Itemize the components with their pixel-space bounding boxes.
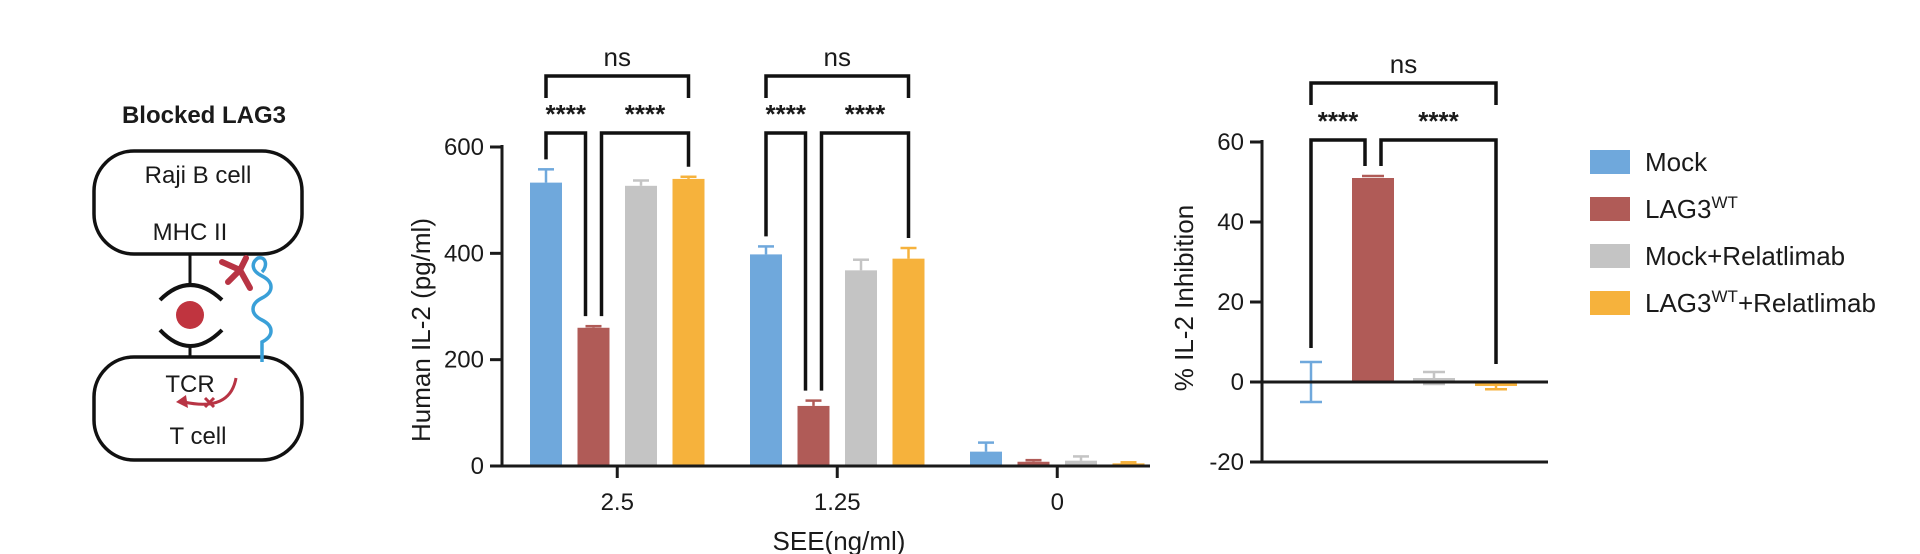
block-x-icon (203, 396, 216, 409)
significance-bracket (544, 74, 691, 98)
raji-b-cell-shape (92, 149, 304, 256)
legend-swatch-1 (1590, 197, 1630, 221)
bar-0-2 (970, 451, 1002, 466)
raji-b-cell-label: Raji B cell (145, 162, 252, 189)
bar-0-1 (750, 254, 782, 466)
t-cell-shape (92, 355, 304, 462)
chart2-y-tick-label: 20 (1217, 289, 1244, 316)
chart1-x-tick-label: 0 (1051, 489, 1064, 516)
chart1-y-axis-label: Human IL-2 (pg/ml) (406, 218, 436, 442)
inhibition-significance-label: **** (1318, 106, 1359, 136)
significance-bracket (544, 131, 588, 317)
legend-label-text: LAG3 (1645, 194, 1712, 224)
diagram-title: Blocked LAG3 (122, 102, 286, 129)
chart1-y-tick-label: 600 (444, 134, 484, 161)
legend-label-1: LAG3WT (1645, 193, 1738, 224)
legend-swatch-2 (1590, 244, 1630, 268)
bar-2-0 (625, 185, 657, 467)
chart1-axes: 0 200 400 600 2.5 1.25 0 (444, 134, 1150, 516)
legend: MockLAG3WTMock+RelatlimabLAG3WT+Relatlim… (1590, 147, 1876, 318)
significance-bracket (599, 131, 691, 317)
significance-label: ns (824, 42, 851, 72)
significance-bracket (764, 131, 808, 391)
mhc-cup (158, 283, 224, 302)
relatlimab-antibody-icon (219, 255, 253, 291)
chart2-y-tick-label: 60 (1217, 129, 1244, 156)
chart2-y-axis-label: % IL-2 Inhibition (1169, 205, 1199, 391)
bar-1-1 (797, 405, 830, 466)
chart1-x-tick-label: 2.5 (601, 489, 634, 516)
chart1-y-tick-label: 200 (444, 347, 484, 374)
significance-label: **** (546, 99, 587, 129)
significance-label: **** (625, 99, 666, 129)
legend-swatch-3 (1590, 291, 1630, 315)
legend-label-text: Mock+Relatlimab (1645, 241, 1845, 271)
tcr-label: TCR (165, 371, 214, 398)
legend-label-2: Mock+Relatlimab (1645, 241, 1845, 271)
bar-2-1 (845, 270, 877, 466)
legend-label-0: Mock (1645, 147, 1708, 177)
bar-0-0 (530, 182, 562, 466)
inhibition-significance-label: ns (1390, 49, 1417, 79)
chart1-x-axis-label: SEE(ng/ml) (773, 526, 906, 554)
legend-label-superscript: WT (1712, 193, 1738, 212)
chart1-y-tick-label: 400 (444, 240, 484, 267)
significance-label: **** (845, 99, 886, 129)
chart1-significance: **** **** ns **** **** ns (544, 42, 911, 391)
tcr-cup (158, 328, 224, 348)
chart2-axes: -20 0 20 40 60 (1209, 129, 1548, 476)
significance-bracket (819, 131, 911, 391)
legend-label-suffix: +Relatlimab (1738, 288, 1876, 318)
chart2-y-tick-label: -20 (1209, 449, 1244, 476)
chart2-bars (1290, 178, 1517, 386)
inhibition-significance-bracket (1379, 138, 1498, 364)
legend-swatch-0 (1590, 150, 1630, 174)
inhibition-significance-bracket (1309, 81, 1498, 105)
chart1-x-tick-label: 1.25 (814, 489, 861, 516)
inhibition-significance-label: **** (1418, 106, 1459, 136)
chart1-bars (530, 178, 1145, 467)
mhc-ii-label: MHC II (153, 219, 228, 246)
bar-1-0 (577, 327, 610, 466)
bar-3-1 (892, 258, 925, 466)
inhibition-significance-bracket (1309, 138, 1367, 348)
il2-bar-chart: **** **** ns **** **** ns 0 200 400 600 2.5 1.25 0 … (406, 42, 1150, 554)
legend-label-3: LAG3WT+Relatlimab (1645, 287, 1876, 318)
inhibition-bar-1 (1352, 178, 1394, 382)
bar-1-2 (1017, 461, 1050, 466)
significance-label: ns (604, 42, 631, 72)
chart1-y-tick-label: 0 (471, 453, 484, 480)
legend-label-text: Mock (1645, 147, 1708, 177)
chart2-y-tick-label: 0 (1231, 369, 1244, 396)
blocked-signal-arrow (183, 377, 238, 406)
legend-label-text: LAG3 (1645, 288, 1712, 318)
chart2-significance: **** ****ns (1309, 49, 1498, 364)
chart2-y-tick-label: 40 (1217, 209, 1244, 236)
blocked-lag3-diagram: Blocked LAG3 Raji B cell MHC II TCR T ce… (92, 102, 304, 462)
t-cell-label: T cell (170, 423, 227, 450)
significance-label: **** (766, 99, 807, 129)
lag3-receptor-icon (251, 256, 273, 362)
bar-3-0 (672, 178, 705, 466)
bar-2-2 (1065, 460, 1097, 466)
chart2-error-bars (1300, 174, 1507, 404)
legend-label-superscript: WT (1712, 287, 1738, 306)
peptide-ball (176, 301, 204, 329)
significance-bracket (764, 74, 911, 98)
chart1-error-bars (538, 168, 1137, 464)
arrow-head-icon (176, 395, 188, 408)
